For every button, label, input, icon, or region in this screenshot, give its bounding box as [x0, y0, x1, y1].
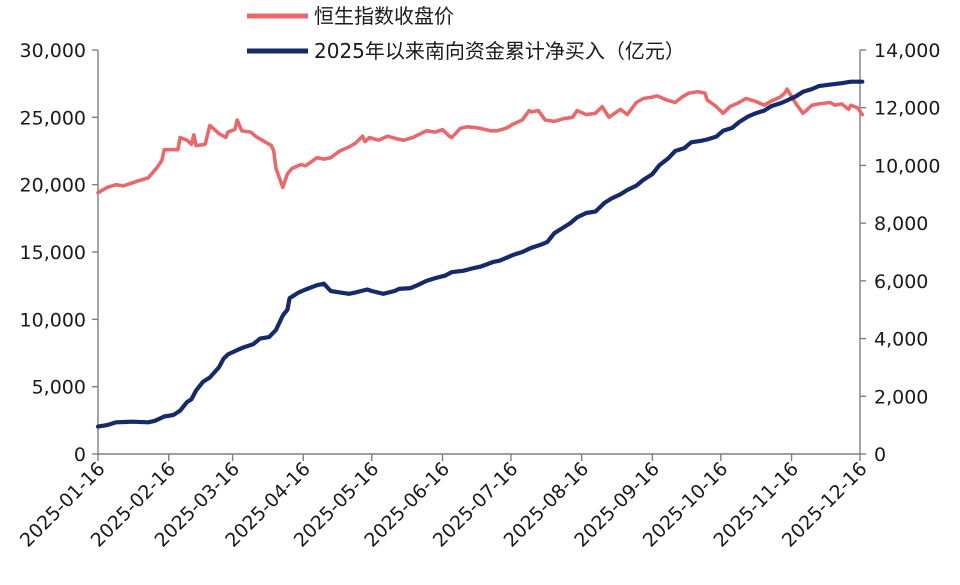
y-left-tick-label: 25,000	[20, 107, 86, 129]
legend-label-hsi: 恒生指数收盘价	[314, 4, 454, 28]
y-left-tick-label: 15,000	[20, 242, 86, 264]
y-right-tick-label: 8,000	[874, 213, 928, 235]
plot-area	[95, 79, 865, 429]
y-right-tick-label: 14,000	[874, 40, 940, 62]
y-right-tick-label: 4,000	[874, 329, 928, 351]
y-left-tick-label: 30,000	[20, 40, 86, 62]
y-right-tick-label: 0	[874, 444, 886, 466]
y-left-tick-label: 0	[74, 444, 86, 466]
axes: 0 5,000 10,000 15,000 20,000 25,000 30,000 0 2,0…	[16, 40, 941, 552]
legend-entry-hsi: 恒生指数收盘价	[247, 4, 454, 28]
legend: 恒生指数收盘价 2025年以来南向资金累计净买入（亿元）	[247, 4, 685, 63]
y-left-tick-label: 5,000	[32, 377, 86, 399]
hsi-close-line	[96, 87, 865, 195]
y-right-tick-label: 12,000	[874, 98, 940, 120]
y-right-tick-label: 2,000	[874, 386, 928, 408]
legend-label-southbound: 2025年以来南向资金累计净买入（亿元）	[314, 39, 685, 63]
y-right-tick-label: 10,000	[874, 155, 940, 177]
southbound-net-buy-line	[95, 79, 865, 429]
y-left-tick-label: 20,000	[20, 175, 86, 197]
legend-entry-southbound: 2025年以来南向资金累计净买入（亿元）	[247, 39, 685, 63]
y-left-tick-label: 10,000	[20, 309, 86, 331]
y-right-tick-label: 6,000	[874, 271, 928, 293]
